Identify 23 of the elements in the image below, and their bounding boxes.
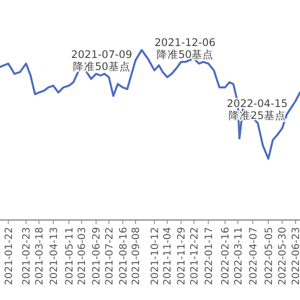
x-tick-label: 2021-12-22 — [189, 227, 200, 286]
x-tick-label: 2021-02-23 — [22, 227, 33, 286]
x-tick-label: 2022-01-17 — [204, 227, 215, 286]
x-tick-label: 2022-02-16 — [220, 227, 232, 286]
x-tick-label: 2021-06-29 — [92, 227, 103, 286]
x-tick-label: 2021-06-03 — [77, 227, 88, 286]
x-tick-label: 2021-08-16 — [118, 227, 130, 286]
x-tick-label: 2022-03-11 — [233, 227, 244, 286]
x-tick-label: 2021-10-12 — [150, 227, 161, 286]
x-tick-label: 2021-09-08 — [131, 227, 142, 286]
x-tick-label: 2021-07-22 — [104, 227, 116, 286]
x-tick-label: 2022-05-30 — [278, 227, 289, 286]
x-tick-label: 2022-04-07 — [248, 227, 260, 286]
x-tick-label: 2021-04-13 — [48, 227, 60, 286]
x-tick-label: 2021-11-29 — [176, 227, 188, 286]
x-tick-label: 2022-05-05 — [264, 227, 275, 286]
x-tick-label: 2021-03-18 — [34, 227, 46, 286]
x-tick-label: 2021-01-22 — [4, 227, 15, 286]
annotation: 2021-07-09 降准50基点 — [71, 48, 132, 73]
x-tick-label: 2021-11-04 — [162, 227, 174, 286]
annotation: 2021-12-06 降准50基点 — [154, 36, 216, 61]
x-tick-label: 2021-05-11 — [64, 227, 76, 286]
x-tick-label: 2022-06-23 — [291, 227, 300, 286]
